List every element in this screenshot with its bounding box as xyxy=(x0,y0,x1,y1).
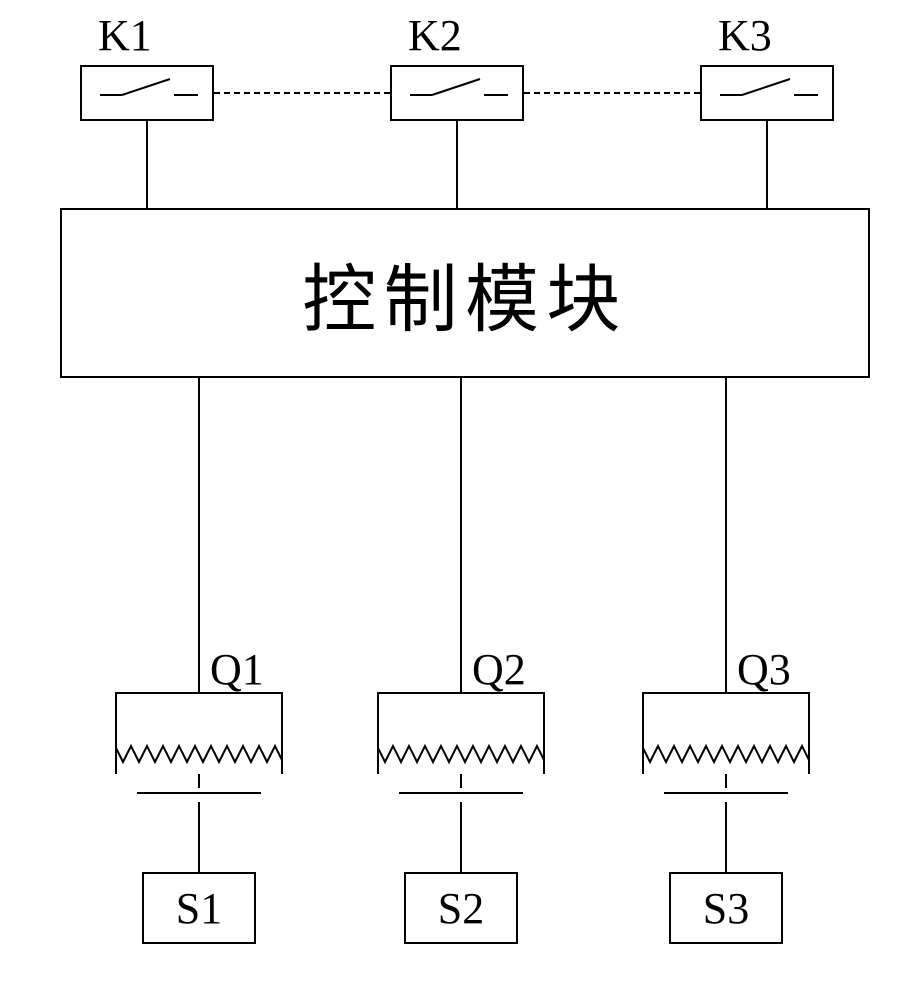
q2-label: Q2 xyxy=(472,644,526,695)
h-bar-q1 xyxy=(137,792,261,794)
dashed-connector-1 xyxy=(214,92,390,94)
control-module-label: 控制模块 xyxy=(302,240,628,347)
switch-box-k2 xyxy=(390,65,524,121)
zigzag-icon xyxy=(642,744,810,774)
q-box-1 xyxy=(115,692,283,774)
v-line-k2 xyxy=(456,121,458,208)
v-line-q2 xyxy=(460,378,462,692)
switch-icon xyxy=(392,67,526,123)
v-line-q1 xyxy=(198,378,200,692)
q1-label: Q1 xyxy=(210,644,264,695)
v-stub-q2 xyxy=(460,774,462,788)
switch-icon xyxy=(82,67,216,123)
v-stub-q3 xyxy=(725,774,727,788)
k1-label: K1 xyxy=(98,10,152,61)
zigzag-icon xyxy=(115,744,283,774)
s2-label: S2 xyxy=(406,883,516,934)
v-line-s3 xyxy=(725,802,727,872)
q-box-3 xyxy=(642,692,810,774)
v-line-k3 xyxy=(766,121,768,208)
v-line-q3 xyxy=(725,378,727,692)
k3-label: K3 xyxy=(718,10,772,61)
h-bar-q3 xyxy=(664,792,788,794)
q3-label: Q3 xyxy=(737,644,791,695)
s1-label: S1 xyxy=(144,883,254,934)
dashed-connector-2 xyxy=(524,92,700,94)
switch-box-k1 xyxy=(80,65,214,121)
q-box-2 xyxy=(377,692,545,774)
v-line-s1 xyxy=(198,802,200,872)
switch-icon xyxy=(702,67,836,123)
v-line-k1 xyxy=(146,121,148,208)
v-line-s2 xyxy=(460,802,462,872)
s3-label: S3 xyxy=(671,883,781,934)
s-box-2: S2 xyxy=(404,872,518,944)
h-bar-q2 xyxy=(399,792,523,794)
control-module: 控制模块 xyxy=(60,208,870,378)
k2-label: K2 xyxy=(408,10,462,61)
s-box-3: S3 xyxy=(669,872,783,944)
s-box-1: S1 xyxy=(142,872,256,944)
switch-box-k3 xyxy=(700,65,834,121)
v-stub-q1 xyxy=(198,774,200,788)
zigzag-icon xyxy=(377,744,545,774)
